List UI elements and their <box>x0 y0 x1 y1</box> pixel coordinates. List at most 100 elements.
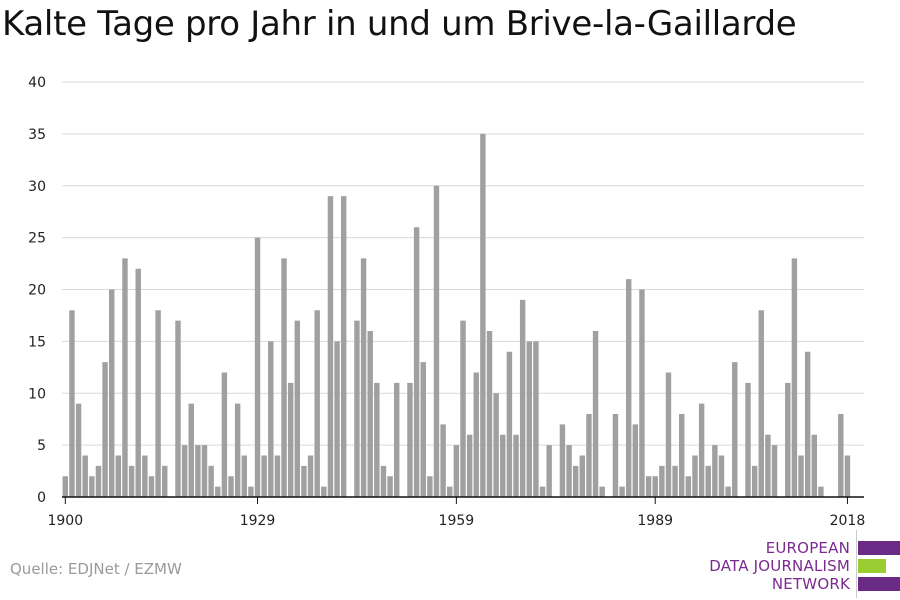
bar-2011 <box>798 455 804 497</box>
bar-1981 <box>599 486 605 498</box>
bar-2010 <box>791 258 798 498</box>
bar-1928 <box>248 486 254 498</box>
bar-1921 <box>201 445 208 498</box>
bar-1960 <box>460 320 466 498</box>
x-tick-label: 1929 <box>240 513 276 529</box>
bar-2001 <box>732 362 738 498</box>
bar-1991 <box>665 372 672 497</box>
bar-1958 <box>447 486 453 498</box>
logo-divider <box>856 530 857 598</box>
bar-1923 <box>215 486 221 498</box>
bar-1917 <box>175 320 181 498</box>
bar-1996 <box>698 403 705 498</box>
bar-1948 <box>380 465 387 498</box>
bar-1900 <box>62 476 69 497</box>
bar-1907 <box>109 289 115 497</box>
bar-1997 <box>705 465 711 498</box>
bar-1966 <box>500 434 506 497</box>
bar-1955 <box>427 476 433 497</box>
y-tick-label: 5 <box>37 438 46 454</box>
bar-1973 <box>546 445 552 498</box>
bar-1949 <box>387 476 393 497</box>
y-tick-label: 35 <box>28 127 46 143</box>
logo-bar-middle <box>858 559 886 573</box>
bar-1986 <box>632 424 639 498</box>
bar-1964 <box>486 331 493 497</box>
bar-1998 <box>712 445 718 498</box>
bar-1924 <box>221 372 228 497</box>
bar-1989 <box>652 476 658 497</box>
bar-1940 <box>327 196 334 498</box>
bar-1935 <box>294 320 301 498</box>
bar-1912 <box>142 455 148 497</box>
bar-1977 <box>572 465 579 498</box>
x-tick-label: 1989 <box>637 513 673 529</box>
bar-1984 <box>619 486 625 498</box>
bar-1976 <box>566 445 572 498</box>
logo-line-data-journalism: DATA JOURNALISM <box>709 557 850 575</box>
logo-bar-top <box>858 541 900 555</box>
bar-1946 <box>367 331 373 497</box>
bar-1957 <box>440 424 446 498</box>
bar-1913 <box>148 476 155 497</box>
bar-1903 <box>82 455 88 497</box>
bar-1933 <box>281 258 287 498</box>
bar-1975 <box>559 424 566 498</box>
bar-1993 <box>679 414 685 497</box>
bar-2009 <box>785 382 791 498</box>
y-tick-label: 20 <box>28 283 46 299</box>
bar-1978 <box>579 455 586 497</box>
bar-1920 <box>195 445 201 498</box>
bar-1941 <box>334 341 340 498</box>
bar-1931 <box>268 341 274 498</box>
bar-1987 <box>639 289 645 497</box>
bar-1959 <box>453 445 460 498</box>
bar-2007 <box>771 445 778 498</box>
bar-1967 <box>506 351 513 497</box>
bar-1902 <box>75 403 82 498</box>
bar-1906 <box>102 362 108 498</box>
bar-1950 <box>394 382 400 498</box>
bar-2012 <box>804 351 811 497</box>
edjnet-logo: EUROPEAN DATA JOURNALISM NETWORK <box>700 530 900 598</box>
bar-1994 <box>685 476 692 497</box>
bar-1968 <box>513 434 519 497</box>
bar-1927 <box>241 455 247 497</box>
bar-1905 <box>95 465 102 498</box>
y-tick-label: 0 <box>37 490 46 506</box>
bar-1922 <box>208 465 214 498</box>
bar-1945 <box>360 258 367 498</box>
logo-bar-bottom <box>858 577 900 591</box>
bar-1969 <box>519 299 526 498</box>
bar-1908 <box>115 455 122 497</box>
bar-2014 <box>818 486 824 498</box>
bar-1909 <box>122 258 128 498</box>
bar-1992 <box>672 465 678 498</box>
y-tick-label: 10 <box>28 386 46 402</box>
bar-1936 <box>301 465 307 498</box>
bar-1944 <box>354 320 360 498</box>
bar-1901 <box>69 310 75 497</box>
bar-1995 <box>692 455 698 497</box>
bar-1942 <box>340 196 347 498</box>
x-tick-label: 2018 <box>830 513 866 529</box>
bar-2018 <box>844 455 851 497</box>
y-tick-label: 15 <box>28 334 46 350</box>
bar-1930 <box>261 455 267 497</box>
bar-2004 <box>751 465 758 498</box>
bar-1911 <box>135 268 141 497</box>
bar-1990 <box>659 465 665 498</box>
x-tick-label: 1900 <box>47 513 83 529</box>
bar-1979 <box>586 414 592 497</box>
y-tick-label: 25 <box>28 231 46 247</box>
bar-2006 <box>765 434 771 497</box>
bar-1947 <box>374 382 380 498</box>
logo-line-network: NETWORK <box>771 575 850 593</box>
bar-1904 <box>89 476 95 497</box>
bar-1983 <box>612 414 619 497</box>
bar-1954 <box>420 362 426 498</box>
source-note: Quelle: EDJNet / EZMW <box>10 560 182 578</box>
y-tick-label: 40 <box>28 75 46 91</box>
bar-1937 <box>307 455 314 497</box>
